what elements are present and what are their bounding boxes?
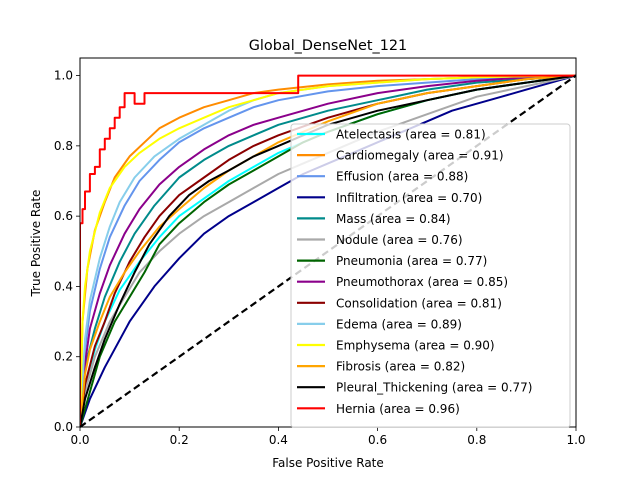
x-tick-label: 0.0	[70, 433, 89, 447]
x-tick-label: 0.4	[269, 433, 288, 447]
series-line-5	[80, 74, 576, 427]
legend-entry: Mass (area = 0.84)	[336, 212, 451, 226]
legend-entry: Effusion (area = 0.88)	[336, 170, 468, 184]
x-tick-label: 0.2	[170, 433, 189, 447]
legend-entry: Pneumonia (area = 0.77)	[336, 254, 487, 268]
series-line-14	[80, 74, 576, 427]
legend-entry: Edema (area = 0.89)	[336, 317, 462, 331]
series-line-3	[80, 74, 576, 427]
legend-entry: Pleural_Thickening (area = 0.77)	[336, 381, 532, 395]
x-tick-label: 0.6	[368, 433, 387, 447]
x-axis-label: False Positive Rate	[272, 456, 384, 470]
legend-entry: Nodule (area = 0.76)	[336, 233, 463, 247]
y-tick-label: 0.2	[54, 350, 73, 364]
legend-entry: Atelectasis (area = 0.81)	[336, 128, 486, 142]
series-line-6	[80, 74, 576, 427]
x-axis-ticks: 0.0 0.2 0.4 0.6 0.8 1.0	[70, 427, 586, 447]
legend-entry: Emphysema (area = 0.90)	[336, 339, 495, 353]
legend-entry: Pneumothorax (area = 0.85)	[336, 275, 508, 289]
series-line-11	[80, 74, 576, 427]
y-tick-label: 1.0	[54, 69, 73, 83]
x-tick-label: 1.0	[566, 433, 585, 447]
legend-entry: Cardiomegaly (area = 0.91)	[336, 149, 504, 163]
y-tick-label: 0.8	[54, 139, 73, 153]
legend: Atelectasis (area = 0.81) Cardiomegaly (a…	[290, 123, 571, 428]
y-axis-label: True Positive Rate	[29, 190, 43, 298]
legend-entry: Fibrosis (area = 0.82)	[336, 360, 465, 374]
series-line-12	[80, 74, 576, 427]
y-tick-label: 0.6	[54, 209, 73, 223]
series-line-13	[80, 74, 576, 427]
series-layer	[80, 74, 576, 427]
y-tick-label: 0.0	[54, 420, 73, 434]
x-tick-label: 0.8	[467, 433, 486, 447]
legend-entry: Infiltration (area = 0.70)	[336, 191, 482, 205]
y-axis-ticks: 0.0 0.2 0.4 0.6 0.8 1.0	[54, 69, 80, 434]
legend-entry: Consolidation (area = 0.81)	[336, 296, 502, 310]
series-line-8	[80, 74, 576, 427]
legend-entry: Hernia (area = 0.96)	[336, 402, 460, 416]
legend-box	[290, 123, 571, 428]
y-tick-label: 0.4	[54, 279, 73, 293]
chart-title: Global_DenseNet_121	[249, 38, 407, 54]
